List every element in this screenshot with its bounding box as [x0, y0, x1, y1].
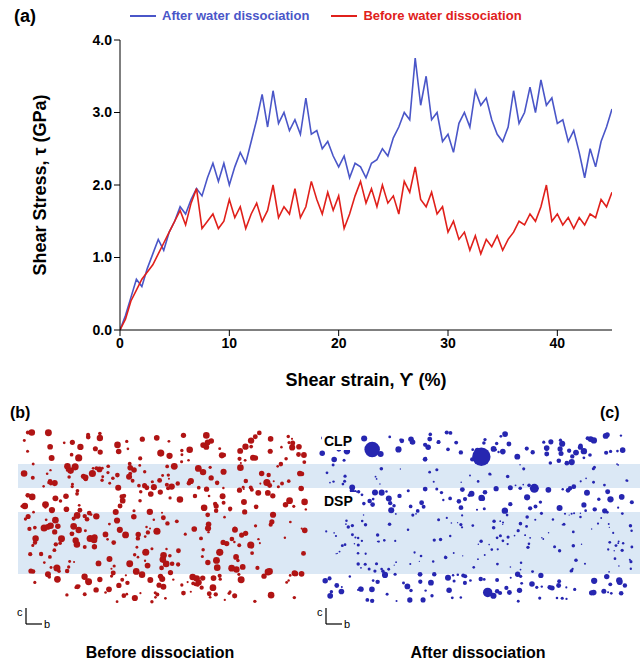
svg-text:b: b — [344, 618, 350, 630]
svg-text:1.0: 1.0 — [93, 249, 113, 265]
svg-text:After dissociation: After dissociation — [410, 644, 545, 661]
svg-text:(b): (b) — [10, 404, 30, 421]
svg-text:c: c — [317, 606, 323, 618]
svg-text:2.0: 2.0 — [93, 177, 113, 193]
svg-text:Shear strain, ϒ (%): Shear strain, ϒ (%) — [286, 370, 447, 390]
html-text:After water dissociation: After water dissociation — [162, 8, 310, 23]
svg-text:4.0: 4.0 — [93, 32, 113, 48]
svg-text:(c): (c) — [600, 404, 620, 421]
svg-text:DSP: DSP — [324, 493, 353, 509]
html-text:(a): (a) — [14, 6, 36, 26]
svg-text:0: 0 — [116, 335, 124, 351]
svg-text:c: c — [17, 606, 23, 618]
svg-text:40: 40 — [550, 335, 566, 351]
svg-text:10: 10 — [222, 335, 238, 351]
svg-text:20: 20 — [331, 335, 347, 351]
svg-text:CLP: CLP — [324, 433, 352, 449]
svg-text:Before dissociation: Before dissociation — [86, 644, 234, 661]
html-text:Before water dissociation: Before water dissociation — [363, 8, 522, 23]
svg-text:Shear Stress, τ (GPa): Shear Stress, τ (GPa) — [30, 94, 50, 275]
svg-text:30: 30 — [440, 335, 456, 351]
svg-text:3.0: 3.0 — [93, 104, 113, 120]
svg-text:0.0: 0.0 — [93, 322, 113, 338]
svg-text:b: b — [44, 618, 50, 630]
